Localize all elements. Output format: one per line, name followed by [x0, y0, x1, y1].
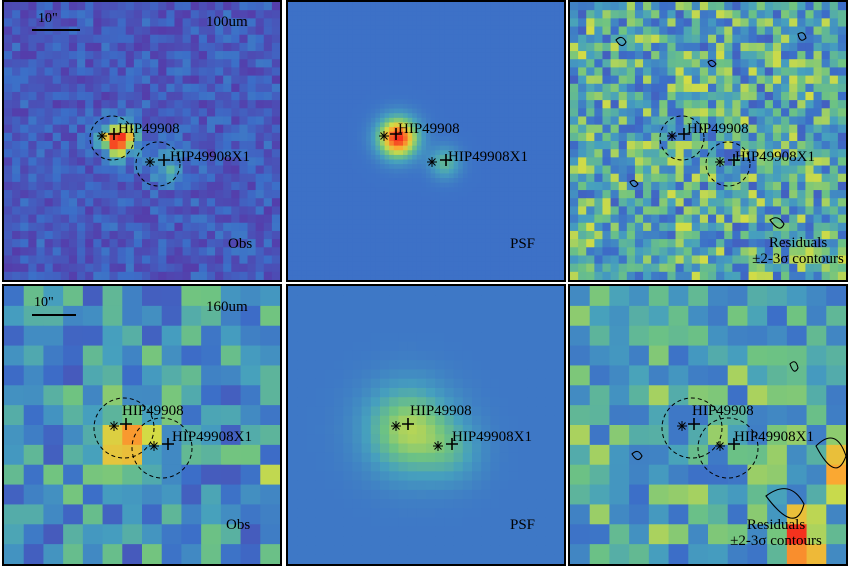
secondary-source-label: HIP49908X1 — [170, 149, 251, 165]
primary-source-label: HIP49908 — [122, 403, 184, 419]
obs-label: Obs — [228, 236, 253, 252]
residual-label-line2: ±2-3σ contours — [730, 532, 822, 549]
residual-label-line1: Residuals — [746, 517, 806, 533]
primary-source-label: HIP49908 — [692, 403, 754, 419]
band-label: 160um — [206, 299, 248, 315]
obs-100um-image — [4, 2, 280, 280]
residual-label: Residuals ±2-3σ contours — [716, 517, 836, 550]
panel-psf-100um: HIP49908 HIP49908X1 PSF — [286, 0, 566, 282]
obs-label: Obs — [226, 517, 251, 533]
primary-source-label: HIP49908 — [687, 121, 749, 137]
secondary-source-label: HIP49908X1 — [734, 429, 815, 445]
secondary-source-label: HIP49908X1 — [735, 149, 816, 165]
scale-bar — [32, 314, 76, 316]
secondary-source-label: HIP49908X1 — [452, 429, 533, 445]
secondary-source-label: HIP49908X1 — [172, 429, 253, 445]
scale-label: 10" — [34, 295, 54, 310]
secondary-source-label: HIP49908X1 — [448, 149, 529, 165]
primary-source-label: HIP49908 — [118, 121, 180, 137]
residual-label: Residuals ±2-3σ contours — [738, 235, 846, 268]
psf-160um-image — [288, 286, 564, 564]
obs-160um-image — [4, 286, 280, 564]
residual-label-line1: Residuals — [768, 235, 828, 251]
psf-label: PSF — [510, 236, 536, 252]
panel-psf-160um: HIP49908 HIP49908X1 PSF — [286, 284, 566, 566]
primary-source-label: HIP49908 — [398, 121, 460, 137]
residual-160um-image — [570, 286, 846, 564]
primary-source-label: HIP49908 — [410, 403, 472, 419]
residual-100um-image — [570, 2, 846, 280]
panel-obs-100um: 10" 100um HIP49908 HIP49908X1 Obs — [2, 0, 282, 282]
scale-label: 10" — [38, 11, 58, 26]
psf-label: PSF — [510, 517, 536, 533]
panel-residual-100um: HIP49908 HIP49908X1 Residuals ±2-3σ cont… — [568, 0, 848, 282]
panel-obs-160um: 10" 160um HIP49908 HIP49908X1 Obs — [2, 284, 282, 566]
residual-label-line2: ±2-3σ contours — [752, 250, 844, 267]
psf-100um-image — [288, 2, 564, 280]
scale-bar — [32, 29, 80, 31]
panel-residual-160um: HIP49908 HIP49908X1 Residuals ±2-3σ cont… — [568, 284, 848, 566]
band-label: 100um — [206, 14, 248, 30]
